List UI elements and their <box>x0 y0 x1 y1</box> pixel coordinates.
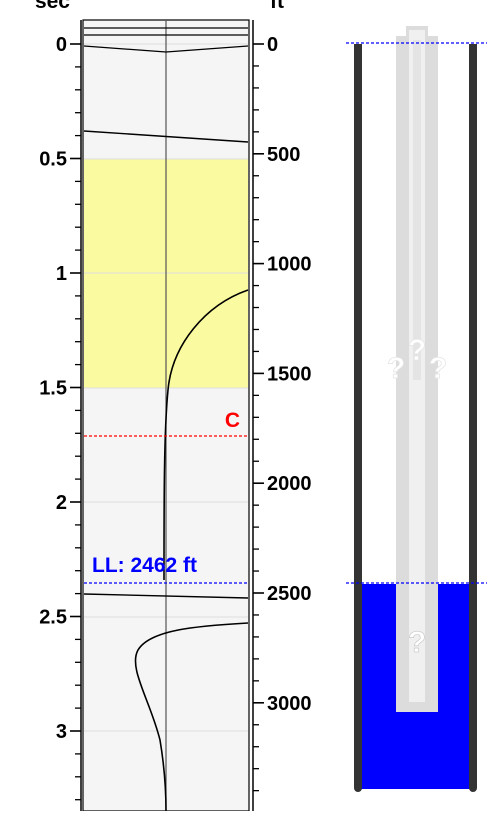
trace-wave-segment <box>83 593 249 599</box>
depth-axis-tick-label: 0 <box>267 34 278 56</box>
time-axis-tick-label: 0 <box>56 34 67 56</box>
casing-right-shoe <box>469 784 477 792</box>
depth-axis-tick-label: 2500 <box>267 583 312 605</box>
time-axis-tick-label: 3 <box>56 721 67 743</box>
time-axis: sec 0 0.5 1 1.5 2 2.5 3 <box>35 0 82 811</box>
trace-wave-segment <box>83 130 249 143</box>
time-axis-tick-label: 1.5 <box>39 378 67 400</box>
casing-right-wall <box>469 44 477 788</box>
wellbore-schematic: ? ? ? ? <box>346 26 487 792</box>
time-axis-tick-label: 2 <box>56 492 67 514</box>
casing-left-wall <box>354 44 362 788</box>
trace-top-line <box>83 45 249 53</box>
time-axis-tick-label: 1 <box>56 263 67 285</box>
casing-left-shoe <box>354 784 362 792</box>
depth-axis-tick-label: 500 <box>267 144 300 166</box>
depth-axis-tick-label: 3000 <box>267 693 312 715</box>
echo-trace-panel: C LL: 2462 ft <box>82 19 250 812</box>
depth-axis-unit: ft <box>270 0 284 13</box>
depth-axis: ft 0 500 1000 1500 2000 2500 3000 <box>252 0 312 811</box>
depth-axis-tick-label: 1500 <box>267 363 312 385</box>
liquid-level-label: LL: 2462 ft <box>92 554 197 577</box>
rod-inner <box>413 40 421 380</box>
time-axis-tick-label: 2.5 <box>39 607 67 629</box>
time-axis-tick-label: 0.5 <box>39 149 67 171</box>
depth-axis-major-ticks: 0 500 1000 1500 2000 2500 3000 <box>253 34 312 715</box>
time-axis-unit: sec <box>35 0 70 13</box>
depth-axis-tick-label: 2000 <box>267 473 312 495</box>
unknown-marker-icon: ? <box>429 352 447 385</box>
unknown-marker-icon: ? <box>408 334 426 367</box>
depth-axis-minor-ticks <box>253 65 259 792</box>
unknown-marker-icon: ? <box>387 352 405 385</box>
unknown-marker-icon: ? <box>408 626 426 659</box>
time-axis-major-ticks: 0 0.5 1 1.5 2 2.5 3 <box>39 34 81 743</box>
trace-wave-collar-kick <box>163 289 249 581</box>
collar-marker-label: C <box>225 409 240 432</box>
trace-wave-liquid-echo <box>134 622 249 812</box>
time-axis-minor-ticks <box>75 66 81 801</box>
depth-axis-tick-label: 1000 <box>267 254 312 276</box>
